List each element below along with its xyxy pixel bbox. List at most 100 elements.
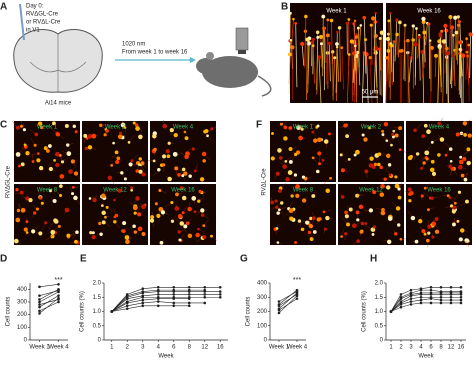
series-line [39, 297, 59, 314]
neuron-streak [290, 40, 294, 69]
point [218, 290, 222, 293]
neuron-streak [400, 50, 403, 104]
neuron [179, 221, 185, 226]
neuron [121, 229, 126, 234]
neuron [356, 239, 360, 243]
neuron [450, 204, 454, 208]
neuron [206, 134, 209, 138]
point [38, 300, 41, 304]
neuron [333, 56, 337, 60]
point [389, 310, 393, 313]
neuron [160, 210, 166, 215]
neuron [345, 134, 350, 139]
neuron [315, 30, 320, 35]
neuron-streak [304, 16, 307, 66]
series-line [39, 291, 59, 303]
neuron [204, 128, 209, 134]
series-line [390, 302, 461, 312]
y-tick-label: 200 [17, 312, 28, 318]
neurite [198, 228, 206, 235]
neuron [33, 211, 37, 215]
neuron [468, 32, 473, 37]
neuron [296, 150, 301, 155]
neuron [99, 123, 103, 128]
y-tick-label: 200 [257, 309, 268, 315]
neuron [112, 141, 115, 145]
series-line [278, 291, 298, 302]
neuron [159, 240, 164, 245]
neuron [422, 161, 426, 165]
neuron [377, 152, 382, 157]
neuron [25, 220, 29, 224]
point [439, 293, 443, 296]
point [203, 295, 207, 299]
neuron [33, 143, 37, 147]
series-line [111, 291, 221, 312]
neuron [459, 131, 464, 136]
neuron-streak [442, 41, 445, 104]
neuron [154, 202, 158, 206]
neuron [330, 50, 335, 54]
neuron [92, 198, 97, 203]
neuron-streak [397, 22, 401, 58]
neuron-streak [312, 45, 316, 84]
neuron [169, 127, 174, 133]
neuron [318, 162, 322, 166]
neuron [48, 166, 53, 172]
neuron [406, 38, 410, 43]
neuron [465, 37, 469, 41]
neuron [130, 188, 133, 192]
point [399, 297, 403, 300]
neuron [103, 133, 107, 137]
neuron [202, 159, 206, 163]
neuron [329, 176, 332, 180]
neuron [184, 136, 189, 141]
tile-label: Week 1 [37, 125, 58, 131]
neuron [59, 174, 65, 179]
neuron [430, 196, 434, 201]
tile-label: Week 4 [173, 125, 194, 131]
neuron-streak [324, 28, 327, 64]
micrograph [82, 184, 148, 245]
point [409, 288, 413, 292]
neuron [138, 134, 143, 140]
neuron-streak [457, 16, 459, 65]
neuron [362, 15, 367, 20]
neuron [410, 215, 416, 221]
neuron [181, 195, 187, 201]
neuron [165, 149, 170, 154]
y-axis-label: Cell counts [6, 297, 12, 327]
neuron-streak [332, 57, 336, 97]
neuron [461, 53, 466, 58]
neuron [175, 192, 179, 197]
neuron [394, 175, 398, 179]
neuron [210, 127, 214, 131]
y-tick-label: 0 [98, 338, 102, 344]
neuron [68, 169, 73, 174]
neuron [458, 20, 462, 23]
neuron [466, 160, 471, 166]
neuron-streak [394, 19, 398, 62]
point [141, 295, 145, 299]
point [459, 285, 463, 289]
neuron [340, 195, 345, 199]
neuron-streak [403, 25, 406, 80]
x-tick-label: 4 [157, 345, 161, 351]
point [218, 285, 222, 289]
series-line [278, 292, 298, 309]
x-tick-label: 16 [458, 345, 465, 351]
neuron [88, 197, 92, 200]
neuron [378, 37, 382, 40]
neuron [193, 210, 197, 214]
neuron-streak [424, 37, 426, 63]
neuron [294, 240, 298, 245]
point [399, 293, 403, 296]
neuron [343, 123, 348, 128]
neuron [327, 41, 331, 45]
neuron [311, 130, 315, 134]
x-tick-label: 4 [419, 345, 423, 351]
neuron-streak [305, 39, 308, 100]
point [38, 298, 41, 301]
mouse-ear [206, 52, 214, 60]
neuron [316, 217, 321, 222]
